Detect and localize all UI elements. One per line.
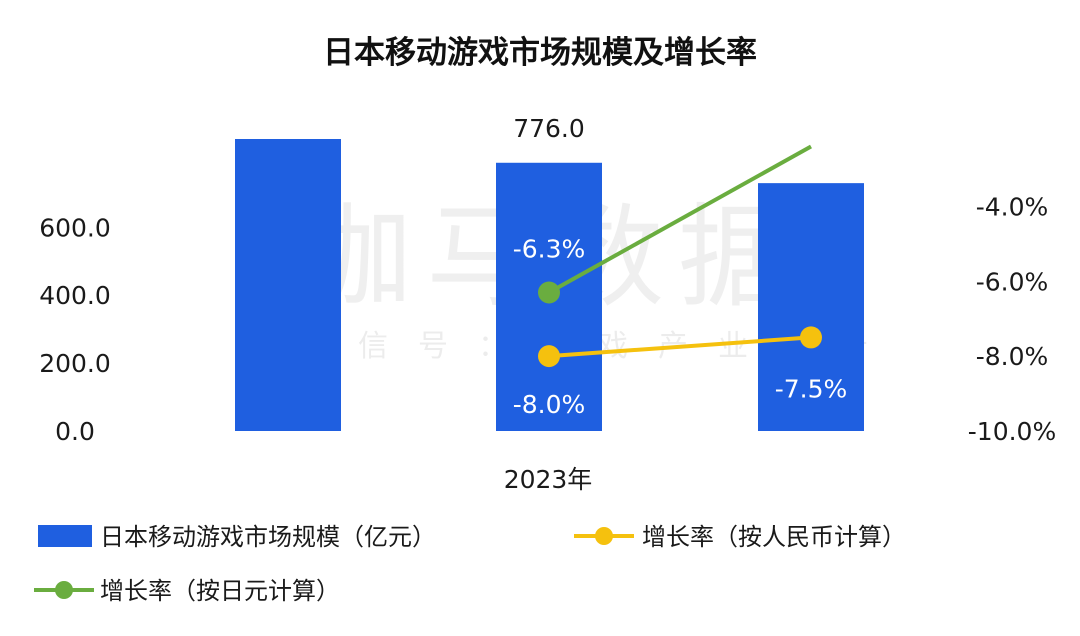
bar bbox=[758, 183, 864, 431]
legend-label-jpy: 增长率（按日元计算） bbox=[100, 577, 340, 605]
left-axis: 0.0 200.0 400.0 600.0 bbox=[39, 213, 111, 446]
legend-swatch-bar bbox=[38, 525, 92, 547]
x-tick-label: 2023年 bbox=[504, 465, 593, 494]
line-value-label: -8.0% bbox=[513, 390, 586, 419]
line-value-label: -6.3% bbox=[513, 234, 586, 263]
line-series bbox=[538, 144, 822, 368]
y-left-tick-label: 0.0 bbox=[55, 417, 95, 446]
legend-label-bar: 日本移动游戏市场规模（亿元） bbox=[100, 523, 436, 551]
line-point bbox=[800, 326, 822, 349]
line-jpy bbox=[548, 144, 812, 295]
bar-value-label: 776.0 bbox=[513, 114, 585, 143]
legend: 日本移动游戏市场规模（亿元） 增长率（按人民币计算） 增长率（按日元计算） bbox=[34, 523, 906, 605]
line-value-label: -7.5% bbox=[775, 374, 848, 403]
y-right-tick-label: -10.0% bbox=[968, 417, 1056, 446]
bar-series bbox=[235, 139, 864, 431]
legend-label-rmb: 增长率（按人民币计算） bbox=[642, 523, 906, 551]
y-left-tick-label: 600.0 bbox=[39, 213, 111, 242]
chart-title: 日本移动游戏市场规模及增长率 bbox=[323, 35, 757, 71]
y-right-tick-label: -8.0% bbox=[976, 342, 1049, 371]
data-labels: 776.0 -8.0% -7.5% -6.3% bbox=[513, 114, 848, 419]
bar bbox=[235, 139, 341, 431]
y-left-tick-label: 200.0 bbox=[39, 349, 111, 378]
legend-marker-rmb bbox=[595, 527, 613, 545]
legend-marker-jpy bbox=[55, 581, 73, 599]
line-point bbox=[538, 281, 560, 304]
line-rmb bbox=[548, 335, 812, 359]
y-right-tick-label: -6.0% bbox=[976, 267, 1049, 296]
right-axis: -10.0% -8.0% -6.0% -4.0% bbox=[968, 192, 1056, 446]
y-right-tick-label: -4.0% bbox=[976, 192, 1049, 221]
y-left-tick-label: 400.0 bbox=[39, 281, 111, 310]
line-point bbox=[538, 345, 560, 368]
